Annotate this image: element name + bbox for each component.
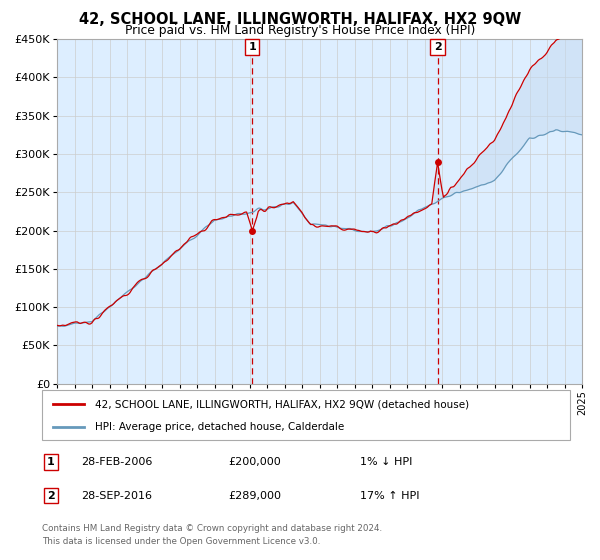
Text: HPI: Average price, detached house, Calderdale: HPI: Average price, detached house, Cald…: [95, 422, 344, 432]
Text: 2: 2: [434, 42, 442, 52]
Text: £200,000: £200,000: [228, 457, 281, 467]
Text: 28-SEP-2016: 28-SEP-2016: [81, 491, 152, 501]
Text: 28-FEB-2006: 28-FEB-2006: [81, 457, 152, 467]
Text: Price paid vs. HM Land Registry's House Price Index (HPI): Price paid vs. HM Land Registry's House …: [125, 24, 475, 36]
Text: 42, SCHOOL LANE, ILLINGWORTH, HALIFAX, HX2 9QW: 42, SCHOOL LANE, ILLINGWORTH, HALIFAX, H…: [79, 12, 521, 27]
Text: 1: 1: [47, 457, 55, 467]
Text: £289,000: £289,000: [228, 491, 281, 501]
Text: 42, SCHOOL LANE, ILLINGWORTH, HALIFAX, HX2 9QW (detached house): 42, SCHOOL LANE, ILLINGWORTH, HALIFAX, H…: [95, 399, 469, 409]
Text: Contains HM Land Registry data © Crown copyright and database right 2024.: Contains HM Land Registry data © Crown c…: [42, 524, 382, 533]
Text: 2: 2: [47, 491, 55, 501]
Text: This data is licensed under the Open Government Licence v3.0.: This data is licensed under the Open Gov…: [42, 537, 320, 546]
Text: 1% ↓ HPI: 1% ↓ HPI: [360, 457, 412, 467]
Text: 17% ↑ HPI: 17% ↑ HPI: [360, 491, 419, 501]
Text: 1: 1: [248, 42, 256, 52]
